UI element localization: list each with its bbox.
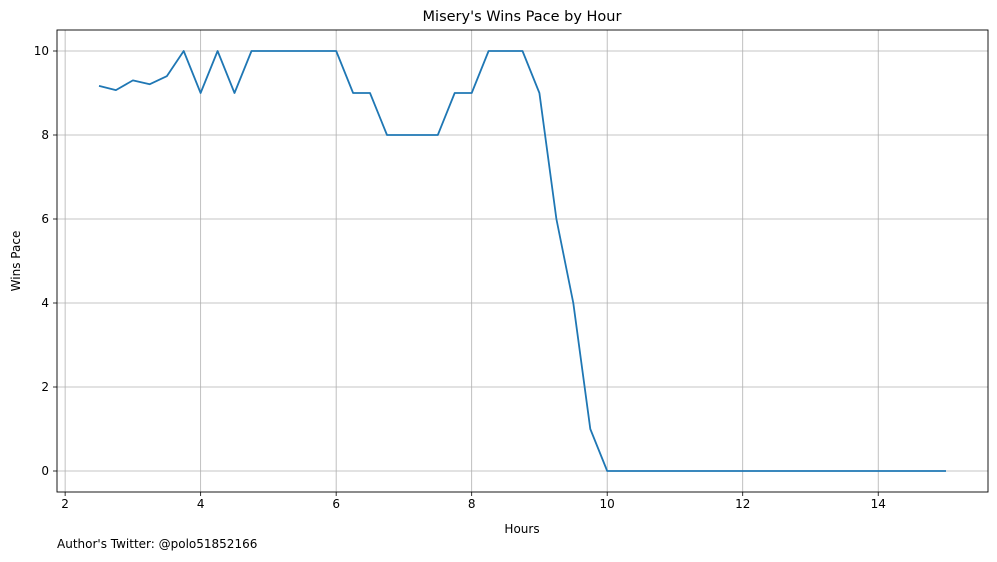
x-tick-label: 2	[61, 497, 69, 511]
series-group	[98, 50, 946, 472]
y-tick-label: 10	[34, 44, 49, 58]
author-credit: Author's Twitter: @polo51852166	[57, 537, 258, 551]
x-tick-label: 8	[468, 497, 476, 511]
grid-lines	[57, 30, 988, 492]
x-tick-label: 4	[197, 497, 205, 511]
x-tick-label: 12	[735, 497, 750, 511]
x-tick-label: 10	[600, 497, 615, 511]
x-tick-label: 14	[871, 497, 886, 511]
axis-ticks: 2 4 6 8 10 12 14 0 2 4 6 8 10	[34, 44, 886, 511]
x-tick-label: 6	[332, 497, 340, 511]
y-axis-label: Wins Pace	[9, 231, 23, 292]
x-axis-label: Hours	[504, 522, 539, 536]
y-tick-label: 6	[41, 212, 49, 226]
plot-frame	[56, 29, 989, 493]
y-tick-label: 2	[41, 380, 49, 394]
chart-title: Misery's Wins Pace by Hour	[423, 9, 622, 25]
series-line	[98, 50, 946, 472]
y-tick-label: 0	[41, 464, 49, 478]
y-tick-label: 4	[41, 296, 49, 310]
y-tick-label: 8	[41, 128, 49, 142]
